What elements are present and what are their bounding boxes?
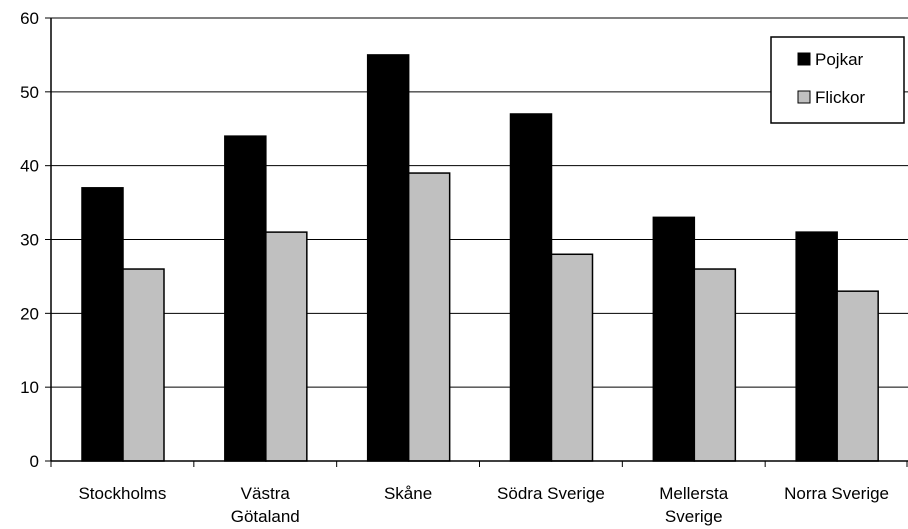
y-tick-label: 30 bbox=[20, 231, 39, 250]
y-tick-label: 40 bbox=[20, 157, 39, 176]
category-label: Norra Sverige bbox=[784, 484, 889, 503]
category-labels: Stockholms Västra Götaland Skåne Södra Sveri… bbox=[78, 484, 889, 526]
gridlines bbox=[51, 17, 908, 388]
category-label: Södra Sverige bbox=[497, 484, 605, 503]
category-label: Mellersta Sverige bbox=[659, 484, 729, 526]
bar-flickor-1 bbox=[265, 231, 308, 462]
y-tick-label: 60 bbox=[20, 9, 39, 28]
category-label: Västra Götaland bbox=[231, 484, 300, 526]
bar-flickor-4 bbox=[693, 268, 737, 462]
legend-swatch-pojkar bbox=[797, 52, 811, 66]
y-tick-labels: 0 10 20 30 40 50 60 bbox=[20, 9, 39, 471]
bars bbox=[81, 54, 879, 462]
y-tick-label: 0 bbox=[30, 452, 39, 471]
axes bbox=[45, 17, 908, 467]
bar-flickor-2 bbox=[407, 172, 451, 462]
category-label: Stockholms bbox=[78, 484, 166, 503]
bar-pojkar-4 bbox=[652, 216, 696, 462]
y-tick-label: 10 bbox=[20, 378, 39, 397]
legend-box bbox=[770, 36, 905, 124]
legend-swatch-flickor bbox=[797, 90, 811, 104]
bar-pojkar-0 bbox=[81, 187, 124, 462]
y-tick-label: 50 bbox=[20, 83, 39, 102]
bar-flickor-5 bbox=[836, 290, 879, 462]
bar-flickor-3 bbox=[550, 253, 594, 462]
bar-pojkar-1 bbox=[224, 135, 267, 462]
legend: Pojkar Flickor bbox=[770, 36, 905, 124]
legend-label-flickor: Flickor bbox=[815, 88, 865, 107]
category-label: Skåne bbox=[384, 484, 432, 503]
legend-label-pojkar: Pojkar bbox=[815, 50, 864, 69]
bar-pojkar-2 bbox=[366, 54, 410, 462]
bar-pojkar-5 bbox=[795, 231, 838, 462]
bar-flickor-0 bbox=[122, 268, 165, 462]
bar-pojkar-3 bbox=[509, 113, 553, 462]
y-tick-label: 20 bbox=[20, 304, 39, 323]
